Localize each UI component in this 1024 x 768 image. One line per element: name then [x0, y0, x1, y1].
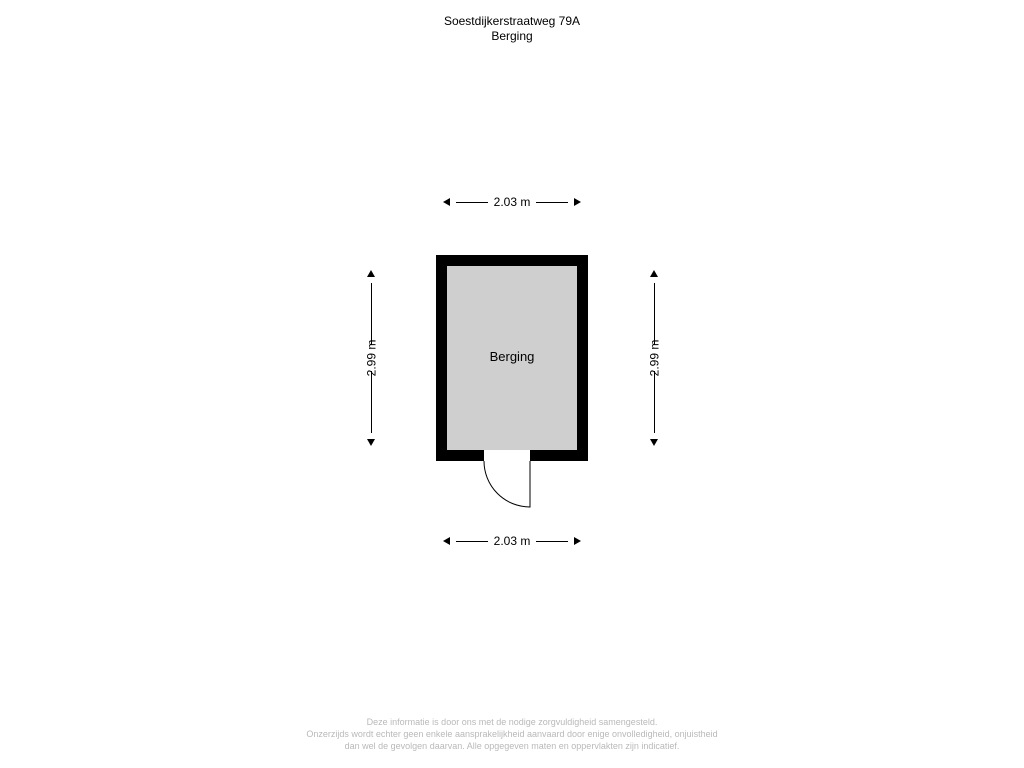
floorplan-page: Soestdijkerstraatweg 79A Berging 2.03 m … — [0, 0, 1024, 768]
dim-label-left: 2.99 m — [364, 340, 378, 377]
subtitle-line: Berging — [0, 29, 1024, 43]
address-line: Soestdijkerstraatweg 79A — [0, 14, 1024, 28]
dim-line — [654, 371, 655, 433]
door-opening — [484, 450, 530, 461]
dimension-left: 2.99 m — [366, 255, 376, 461]
dim-line — [456, 541, 488, 542]
dim-line — [371, 283, 372, 345]
dim-line — [371, 371, 372, 433]
dim-label-right: 2.99 m — [647, 340, 661, 377]
room: Berging — [436, 255, 588, 461]
dim-line — [456, 202, 488, 203]
dim-label-bottom: 2.03 m — [494, 534, 531, 548]
disclaimer: Deze informatie is door ons met de nodig… — [0, 716, 1024, 752]
room-label: Berging — [436, 349, 588, 364]
arrow-up-icon — [367, 270, 375, 277]
disclaimer-line: Deze informatie is door ons met de nodig… — [0, 716, 1024, 728]
dimension-top: 2.03 m — [436, 195, 588, 209]
arrow-left-icon — [443, 537, 450, 545]
arrow-right-icon — [574, 537, 581, 545]
door-swing-icon — [478, 461, 538, 517]
arrow-down-icon — [367, 439, 375, 446]
arrow-up-icon — [650, 270, 658, 277]
dim-label-top: 2.03 m — [494, 195, 531, 209]
arrow-down-icon — [650, 439, 658, 446]
dimension-right: 2.99 m — [649, 255, 659, 461]
header: Soestdijkerstraatweg 79A Berging — [0, 14, 1024, 43]
dimension-bottom: 2.03 m — [436, 534, 588, 548]
dim-line — [536, 541, 568, 542]
disclaimer-line: Onzerzijds wordt echter geen enkele aans… — [0, 728, 1024, 740]
wall-top — [436, 255, 588, 266]
disclaimer-line: dan wel de gevolgen daarvan. Alle opgege… — [0, 740, 1024, 752]
arrow-right-icon — [574, 198, 581, 206]
arrow-left-icon — [443, 198, 450, 206]
dim-line — [536, 202, 568, 203]
dim-line — [654, 283, 655, 345]
